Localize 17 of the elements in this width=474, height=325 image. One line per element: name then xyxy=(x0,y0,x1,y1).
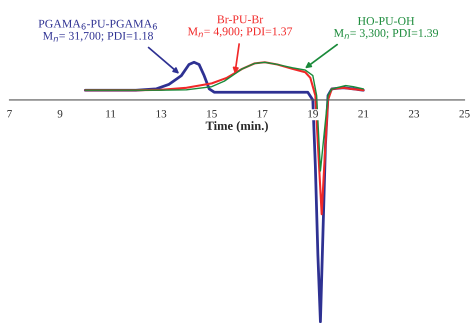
x-tick-label: 25 xyxy=(459,110,470,118)
text: PGAMA$_{6}$-PU-PGAMA$_{6}$ xyxy=(38,20,157,30)
annotation: M$_{n}$= 4,900; PDI=1.37 xyxy=(188,27,292,38)
x-tick-label: 15 xyxy=(207,110,217,118)
x-axis-title: Time (min.) xyxy=(206,121,268,132)
x-tick-label: 13 xyxy=(156,110,166,118)
x-tick-label: 9 xyxy=(58,110,62,118)
annotation: M$_{n}$= 3,300; PDI=1.39 xyxy=(334,29,438,39)
x-tick-label: 21 xyxy=(358,110,368,118)
x-tick-label: 19 xyxy=(308,110,318,118)
text: Br-PU-Br xyxy=(217,15,264,24)
x-tick-label: 11 xyxy=(106,110,116,118)
x-tick-label: 23 xyxy=(408,110,420,118)
x-tick-label: 7 xyxy=(7,110,12,118)
text: HO-PU-OH xyxy=(358,17,414,25)
x-tick-label: 17 xyxy=(258,110,268,118)
annotation: M$_{n}$= 31,700; PDI=1.18 xyxy=(42,32,153,42)
